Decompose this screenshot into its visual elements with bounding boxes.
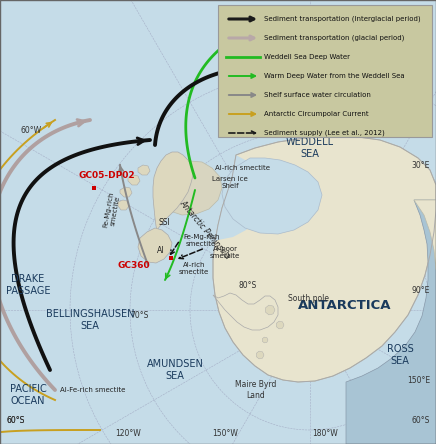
FancyBboxPatch shape: [218, 5, 432, 137]
Text: Larsen Ice
Shelf: Larsen Ice Shelf: [212, 175, 248, 189]
Text: Al-rich smectite: Al-rich smectite: [215, 165, 270, 171]
Text: Maire Byrd
Land: Maire Byrd Land: [235, 381, 277, 400]
Text: 60°S: 60°S: [6, 416, 24, 424]
Text: Fe-Mg-rich
smectite: Fe-Mg-rich smectite: [102, 191, 122, 229]
Polygon shape: [262, 337, 268, 343]
Text: DRAKE
PASSAGE: DRAKE PASSAGE: [6, 274, 50, 296]
Text: GC360: GC360: [117, 261, 150, 270]
Polygon shape: [346, 200, 436, 444]
Text: Antarctic Circumpolar Current: Antarctic Circumpolar Current: [264, 111, 368, 117]
Polygon shape: [118, 200, 129, 210]
Polygon shape: [120, 187, 132, 197]
Text: 80°S: 80°S: [239, 281, 257, 289]
Text: Sediment supply (Lee et al., 2012): Sediment supply (Lee et al., 2012): [264, 130, 385, 136]
Polygon shape: [153, 152, 193, 230]
Text: 120°W: 120°W: [115, 429, 141, 438]
Text: Sediment transportation (Interglacial period): Sediment transportation (Interglacial pe…: [264, 16, 421, 22]
Text: Al-rich
smectite: Al-rich smectite: [179, 262, 209, 274]
Text: 30°E: 30°E: [412, 160, 430, 170]
Text: Warm Deep Water from the Weddell Sea: Warm Deep Water from the Weddell Sea: [264, 73, 405, 79]
Text: SSI: SSI: [158, 218, 170, 226]
Text: 60°W: 60°W: [20, 126, 41, 135]
Text: ANTARCTICA: ANTARCTICA: [298, 298, 392, 312]
Text: Al-Fe-rich smectite: Al-Fe-rich smectite: [60, 387, 126, 393]
Text: BELLINGSHAUSEN
SEA: BELLINGSHAUSEN SEA: [46, 309, 134, 331]
Text: AI: AI: [157, 246, 164, 254]
Text: 90°E: 90°E: [412, 285, 430, 294]
Polygon shape: [222, 158, 322, 234]
Text: PACIFIC
OCEAN: PACIFIC OCEAN: [10, 384, 46, 406]
Text: WEDDELL
SEA: WEDDELL SEA: [286, 137, 334, 159]
Polygon shape: [138, 165, 150, 175]
Text: 60°S: 60°S: [412, 416, 430, 424]
Text: ROSS
SEA: ROSS SEA: [387, 344, 413, 366]
Polygon shape: [158, 161, 222, 215]
Text: AMUNDSEN
SEA: AMUNDSEN SEA: [146, 359, 204, 381]
Text: 60°S: 60°S: [6, 416, 24, 424]
Text: Al-poor
smectite: Al-poor smectite: [210, 246, 240, 258]
Polygon shape: [276, 321, 284, 329]
Polygon shape: [266, 305, 275, 315]
Text: GC05-DP02: GC05-DP02: [78, 170, 135, 179]
Polygon shape: [256, 351, 264, 359]
Text: 70°S: 70°S: [131, 310, 149, 320]
Text: Shelf surface water circulation: Shelf surface water circulation: [264, 92, 371, 98]
Text: 180°W: 180°W: [312, 429, 338, 438]
Polygon shape: [213, 136, 436, 382]
Polygon shape: [215, 155, 266, 242]
Polygon shape: [138, 228, 172, 263]
Polygon shape: [414, 200, 436, 270]
Text: Sediment transportation (glacial period): Sediment transportation (glacial period): [264, 35, 404, 41]
Polygon shape: [213, 293, 278, 330]
Text: 150°W: 150°W: [212, 429, 238, 438]
Text: 150°E: 150°E: [407, 376, 430, 385]
Text: Weddell Sea Deep Water: Weddell Sea Deep Water: [264, 54, 350, 60]
Text: Antarctic Peninsula: Antarctic Peninsula: [178, 199, 232, 261]
Text: South pole: South pole: [287, 293, 328, 302]
Polygon shape: [128, 175, 140, 185]
Text: Fe-Mg-rich
smectite: Fe-Mg-rich smectite: [183, 234, 219, 246]
